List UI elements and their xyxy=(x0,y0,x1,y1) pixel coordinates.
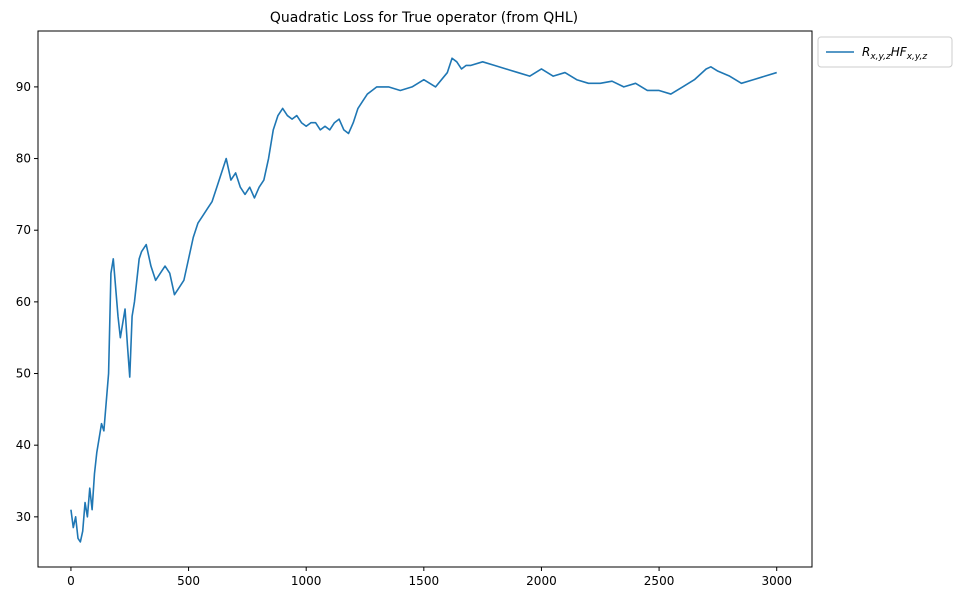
y-tick-label: 80 xyxy=(16,152,31,166)
y-tick-label: 60 xyxy=(16,295,31,309)
y-tick-label: 40 xyxy=(16,438,31,452)
axes-frame xyxy=(37,30,813,568)
x-tick-label: 1500 xyxy=(409,574,440,588)
legend-label: Rx,y,zHFx,y,z xyxy=(862,45,927,62)
x-tick-label: 0 xyxy=(67,574,75,588)
x-tick-label: 2500 xyxy=(644,574,675,588)
x-tick-label: 1000 xyxy=(291,574,322,588)
y-tick-label: 90 xyxy=(16,80,31,94)
plot-area xyxy=(70,57,777,543)
y-tick-label: 70 xyxy=(16,223,31,237)
y-tick-label: 30 xyxy=(16,510,31,524)
legend-box xyxy=(817,36,953,68)
y-tick-label: 50 xyxy=(16,367,31,381)
x-tick-label: 500 xyxy=(177,574,200,588)
series-line-0 xyxy=(70,57,777,543)
axes: 0 500 1000 1500 2000 2500 3000 30 40 50 60 70 80 90 xyxy=(16,30,813,588)
chart-title: Quadratic Loss for True operator (from Q… xyxy=(270,10,578,26)
legend: Rx,y,zHFx,y,z xyxy=(817,36,953,68)
x-tick-label: 2000 xyxy=(526,574,557,588)
x-tick-label: 3000 xyxy=(761,574,792,588)
